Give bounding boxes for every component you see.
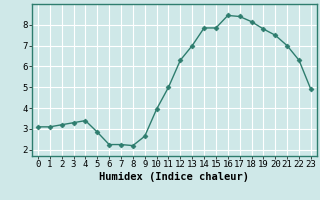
X-axis label: Humidex (Indice chaleur): Humidex (Indice chaleur) [100,172,249,182]
